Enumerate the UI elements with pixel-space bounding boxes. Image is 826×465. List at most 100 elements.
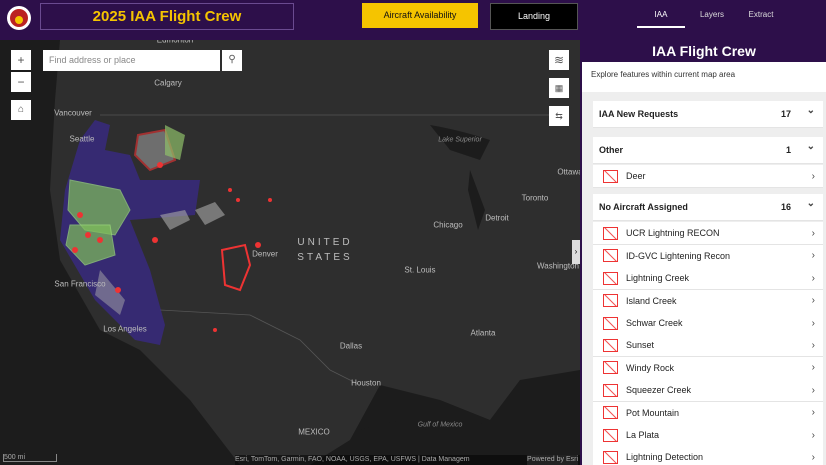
feature-item[interactable]: Lightning Creek › — [593, 267, 823, 291]
map-label: Calgary — [154, 78, 182, 88]
map-label: Denver — [252, 249, 278, 259]
group-header[interactable]: Other 1 ⌄ — [593, 137, 823, 164]
feature-name: Squeezer Creek — [626, 385, 692, 396]
feature-name: Sunset — [626, 340, 655, 351]
layers-button[interactable]: ≋ — [549, 50, 569, 70]
feature-name: Island Creek — [626, 295, 677, 306]
feature-item[interactable]: Lightning Detection › — [593, 446, 823, 465]
feature-item[interactable]: La Plata › — [593, 424, 823, 447]
app-title: 2025 IAA Flight Crew — [40, 3, 294, 30]
feature-item[interactable]: Squeezer Creek › — [593, 379, 823, 403]
expand-icon: ⌄ — [806, 105, 815, 116]
feature-icon — [603, 271, 618, 285]
map-label: Chicago — [433, 220, 463, 230]
feature-item[interactable]: Sunset › — [593, 334, 823, 358]
feature-name: Pot Mountain — [626, 407, 680, 418]
feature-name: Lightning Detection — [626, 452, 704, 463]
feature-icon — [603, 383, 618, 397]
basemap — [50, 40, 580, 465]
feature-name: Lightning Creek — [626, 273, 690, 284]
nav-button[interactable]: Landing — [490, 3, 578, 30]
group-name: IAA New Requests — [599, 109, 679, 119]
chevron: › — [811, 451, 815, 463]
map-label: UNITED STATES — [297, 237, 353, 263]
logo — [7, 6, 31, 30]
feature-icon — [603, 361, 618, 375]
feature-name: UCR Lightning RECON — [626, 228, 720, 239]
zoom-out[interactable]: − — [11, 72, 31, 92]
feature-name: ID-GVC Lightening Recon — [626, 250, 731, 261]
map[interactable]: Edmonton Calgary Vancouver Seattle Lake Supe… — [0, 40, 580, 465]
map-label: Washington — [537, 261, 579, 271]
chevron: › — [811, 384, 815, 396]
group-count: 17 — [780, 109, 791, 119]
feature-item[interactable]: Deer › — [593, 165, 823, 188]
group-count: 1 — [785, 145, 791, 155]
feature-item[interactable]: Island Creek › — [593, 289, 823, 313]
chevron: › — [811, 295, 815, 307]
collapse-button[interactable]: › — [572, 240, 580, 264]
map-label: Vancouver — [54, 108, 92, 118]
feature-icon — [603, 428, 618, 442]
map-label: St. Louis — [404, 265, 436, 275]
feature-name: Deer — [626, 171, 646, 181]
feature-icon — [603, 226, 618, 240]
map-label: MEXICO — [298, 427, 330, 437]
feature-icon — [603, 316, 618, 330]
tab[interactable]: IAA — [637, 6, 685, 28]
tab[interactable]: Layers — [699, 10, 724, 19]
chevron: › — [811, 429, 815, 441]
attribution: Esri, TomTom, Garmin, FAO, NOAA, USGS, E… — [235, 455, 580, 465]
feature-item[interactable]: ID-GVC Lightening Recon › — [593, 244, 823, 268]
feature-icon — [603, 294, 618, 308]
group-header[interactable]: No Aircraft Assigned 16 ⌄ — [593, 194, 823, 222]
feature-item[interactable]: Windy Rock › — [593, 356, 823, 380]
map-label: Houston — [351, 378, 381, 388]
map-label: Lake Superior — [438, 136, 482, 144]
tab[interactable]: Extract — [748, 10, 774, 19]
feature-name: Schwar Creek — [626, 318, 683, 328]
search-button[interactable]: ⚲ — [222, 50, 242, 71]
home-button[interactable]: ⌂ — [11, 100, 31, 120]
scale-bar: 500 mi — [3, 454, 57, 462]
group-name: No Aircraft Assigned — [599, 202, 688, 213]
swap-button[interactable]: ⇆ — [549, 106, 569, 126]
powered-by: Powered by Esri — [527, 455, 578, 465]
feature-icon — [603, 450, 618, 464]
panel-subtitle: Explore features within current map area — [582, 62, 826, 92]
chevron: › — [811, 407, 815, 419]
expand-icon: ⌄ — [806, 141, 815, 152]
chevron: › — [811, 250, 815, 262]
map-label: Seattle — [69, 134, 95, 144]
map-label: Ottawa — [557, 167, 580, 177]
feature-icon — [603, 249, 618, 263]
map-label: Detroit — [485, 213, 509, 223]
map-label: Edmonton — [156, 40, 194, 45]
group-count: 16 — [780, 202, 791, 213]
feature-name: La Plata — [626, 430, 660, 440]
feature-item[interactable]: Schwar Creek › — [593, 312, 823, 335]
feature-item[interactable]: Pot Mountain › — [593, 401, 823, 425]
qr-button[interactable]: ▦ — [549, 78, 569, 98]
feature-name: Windy Rock — [626, 362, 675, 373]
map-label: Dallas — [339, 341, 363, 351]
expand-icon: ⌄ — [806, 198, 815, 210]
group-name: Other — [599, 145, 624, 155]
nav-button[interactable]: Aircraft Availability — [362, 3, 478, 28]
feature-item[interactable]: UCR Lightning RECON › — [593, 222, 823, 246]
map-label: Los Angeles — [103, 324, 147, 334]
map-label: Atlanta — [470, 328, 496, 338]
group-header[interactable]: IAA New Requests 17 ⌄ — [593, 101, 823, 128]
feature-icon — [603, 169, 618, 183]
chevron: › — [811, 362, 815, 374]
chevron: › — [811, 317, 815, 329]
map-label: Gulf of Mexico — [417, 421, 463, 429]
feature-icon — [603, 338, 618, 352]
zoom-in[interactable]: + — [11, 50, 31, 70]
search-input[interactable]: Find address or place — [43, 50, 220, 71]
chevron: › — [811, 339, 815, 351]
chevron: › — [811, 272, 815, 284]
chevron: › — [811, 170, 815, 182]
feature-icon — [603, 406, 618, 420]
